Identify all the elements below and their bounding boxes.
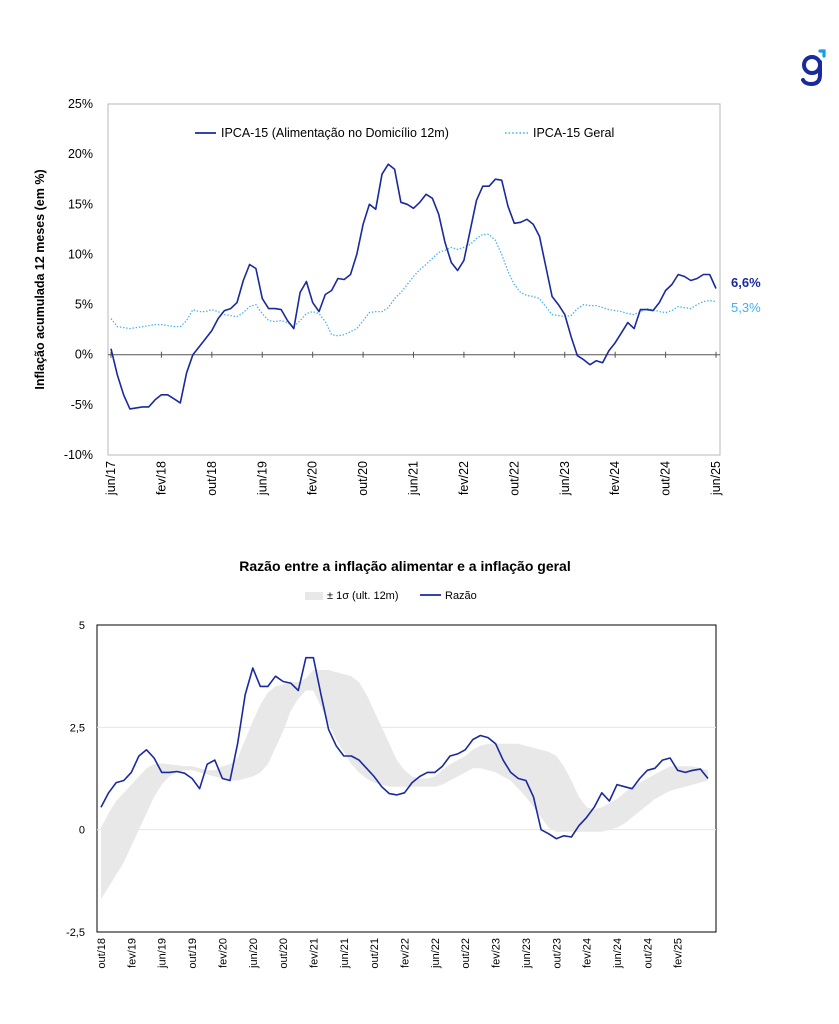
chart2-x-tick-label: out/22	[460, 938, 472, 969]
end-label-food: 6,6%	[731, 275, 761, 290]
food-inflation-chart: -10% -5% 0% 5% 10% 15% 20% 25% jun/17 fev/18 out/…	[33, 97, 761, 496]
legend-food-label: IPCA-15 (Alimentação no Domicílio 12m)	[221, 126, 449, 140]
chart1-x-tick-label: out/20	[356, 461, 370, 496]
chart1-y-tick-label: 20%	[68, 147, 93, 161]
chart1-x-tick-label: fev/24	[608, 461, 622, 495]
chart1-x-tick-label: out/24	[659, 461, 673, 496]
general-inflation-series-line	[110, 233, 717, 337]
legend-general-label: IPCA-15 Geral	[533, 126, 614, 140]
chart1-y-tick-label: 10%	[68, 247, 93, 261]
legend-band-swatch	[305, 592, 323, 600]
chart2-y-tick-label: -2,5	[66, 927, 85, 939]
chart2-x-tick-label: out/24	[642, 938, 654, 969]
chart2-x-tick-label: jun/22	[430, 938, 442, 969]
chart1-plot-frame	[107, 103, 721, 456]
chart1-y-tick-label: 15%	[68, 197, 93, 211]
chart2-x-tick-label: out/20	[278, 938, 290, 969]
chart1-legend: IPCA-15 (Alimentação no Domicílio 12m) I…	[195, 126, 614, 140]
food-inflation-series-line	[110, 163, 717, 410]
chart2-x-tick-label: fev/23	[491, 938, 503, 968]
chart2-legend: ± 1σ (ult. 12m) Razão	[305, 590, 477, 602]
chart1-x-tick-label: fev/18	[154, 461, 168, 495]
chart1-x-tick-label: jun/17	[104, 461, 118, 496]
chart1-x-tick-label: jun/23	[558, 461, 572, 496]
ratio-series-line	[100, 656, 709, 840]
chart2-title: Razão entre a inflação alimentar e a inf…	[239, 558, 570, 574]
brand-logo-icon	[801, 49, 826, 87]
chart1-y-tick-label: 25%	[68, 97, 93, 111]
chart2-x-tick-label: jun/24	[612, 938, 624, 969]
chart2-x-tick-label: fev/19	[126, 938, 138, 968]
chart2-x-tick-label: fev/20	[217, 938, 229, 968]
chart1-y-axis-label: Inflação acumulada 12 meses (em %)	[33, 169, 47, 389]
chart2-x-tick-label: fev/22	[400, 938, 412, 968]
legend-ratio-label: Razão	[445, 590, 477, 602]
chart1-x-tick-label: fev/20	[306, 461, 320, 495]
chart2-x-tick-label: jun/20	[248, 938, 260, 969]
chart1-y-tick-label: -10%	[64, 448, 93, 462]
chart2-x-tick-label: fev/21	[308, 938, 320, 968]
chart2-y-tick-label: 2,5	[70, 722, 85, 734]
chart2-y-tick-label: 5	[79, 620, 85, 632]
chart1-x-tick-label: jun/21	[407, 461, 421, 496]
chart2-x-tick-label: jun/23	[521, 938, 533, 969]
chart2-x-tick-label: out/21	[369, 938, 381, 969]
chart2-x-tick-label: jun/21	[339, 938, 351, 969]
chart1-x-tick-label: out/18	[205, 461, 219, 496]
chart2-x-tick-label: out/18	[96, 938, 108, 969]
chart1-y-tick-label: -5%	[71, 398, 93, 412]
chart2-x-tick-label: fev/24	[582, 938, 594, 968]
chart2-plot-frame	[96, 624, 717, 933]
chart2-x-tick-label: fev/25	[673, 938, 685, 968]
chart1-x-tick-label: jun/19	[255, 461, 269, 496]
chart2-y-tick-label: 0	[79, 825, 85, 837]
sigma-band-area	[101, 670, 708, 900]
chart1-x-tick-label: out/22	[507, 461, 521, 496]
chart2-x-tick-label: out/19	[187, 938, 199, 969]
chart1-y-tick-label: 5%	[75, 298, 93, 312]
chart2-x-tick-label: jun/19	[157, 938, 169, 969]
chart1-x-tick-label: fev/22	[457, 461, 471, 495]
chart1-y-tick-label: 0%	[75, 348, 93, 362]
legend-band-label: ± 1σ (ult. 12m)	[327, 590, 399, 602]
chart1-x-tick-label: jun/25	[709, 461, 723, 496]
end-label-general: 5,3%	[731, 300, 761, 315]
chart2-x-tick-label: out/23	[551, 938, 563, 969]
